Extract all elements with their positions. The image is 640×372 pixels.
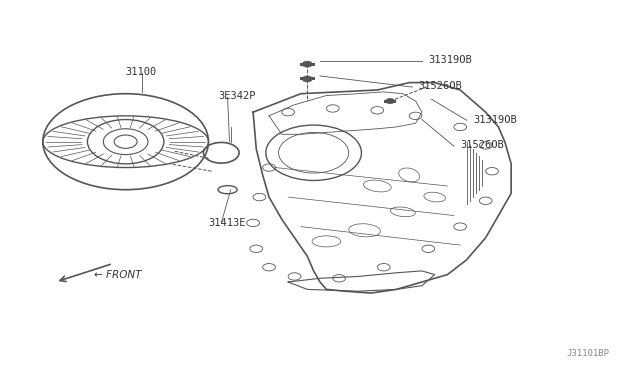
Text: 31319OB: 31319OB xyxy=(428,55,472,65)
Text: 31100: 31100 xyxy=(125,67,157,77)
Text: J31101BP: J31101BP xyxy=(567,349,610,358)
FancyBboxPatch shape xyxy=(300,77,315,80)
Text: 31413E: 31413E xyxy=(209,218,246,228)
Text: 3E342P: 3E342P xyxy=(218,90,255,100)
Circle shape xyxy=(386,99,394,104)
FancyBboxPatch shape xyxy=(300,62,315,65)
Circle shape xyxy=(302,76,312,82)
Text: 31319OB: 31319OB xyxy=(473,115,516,125)
FancyBboxPatch shape xyxy=(384,100,396,103)
Text: ← FRONT: ← FRONT xyxy=(94,270,141,280)
Circle shape xyxy=(302,61,312,67)
Text: 31526OB: 31526OB xyxy=(460,140,504,150)
Text: 31526OB: 31526OB xyxy=(419,81,463,91)
